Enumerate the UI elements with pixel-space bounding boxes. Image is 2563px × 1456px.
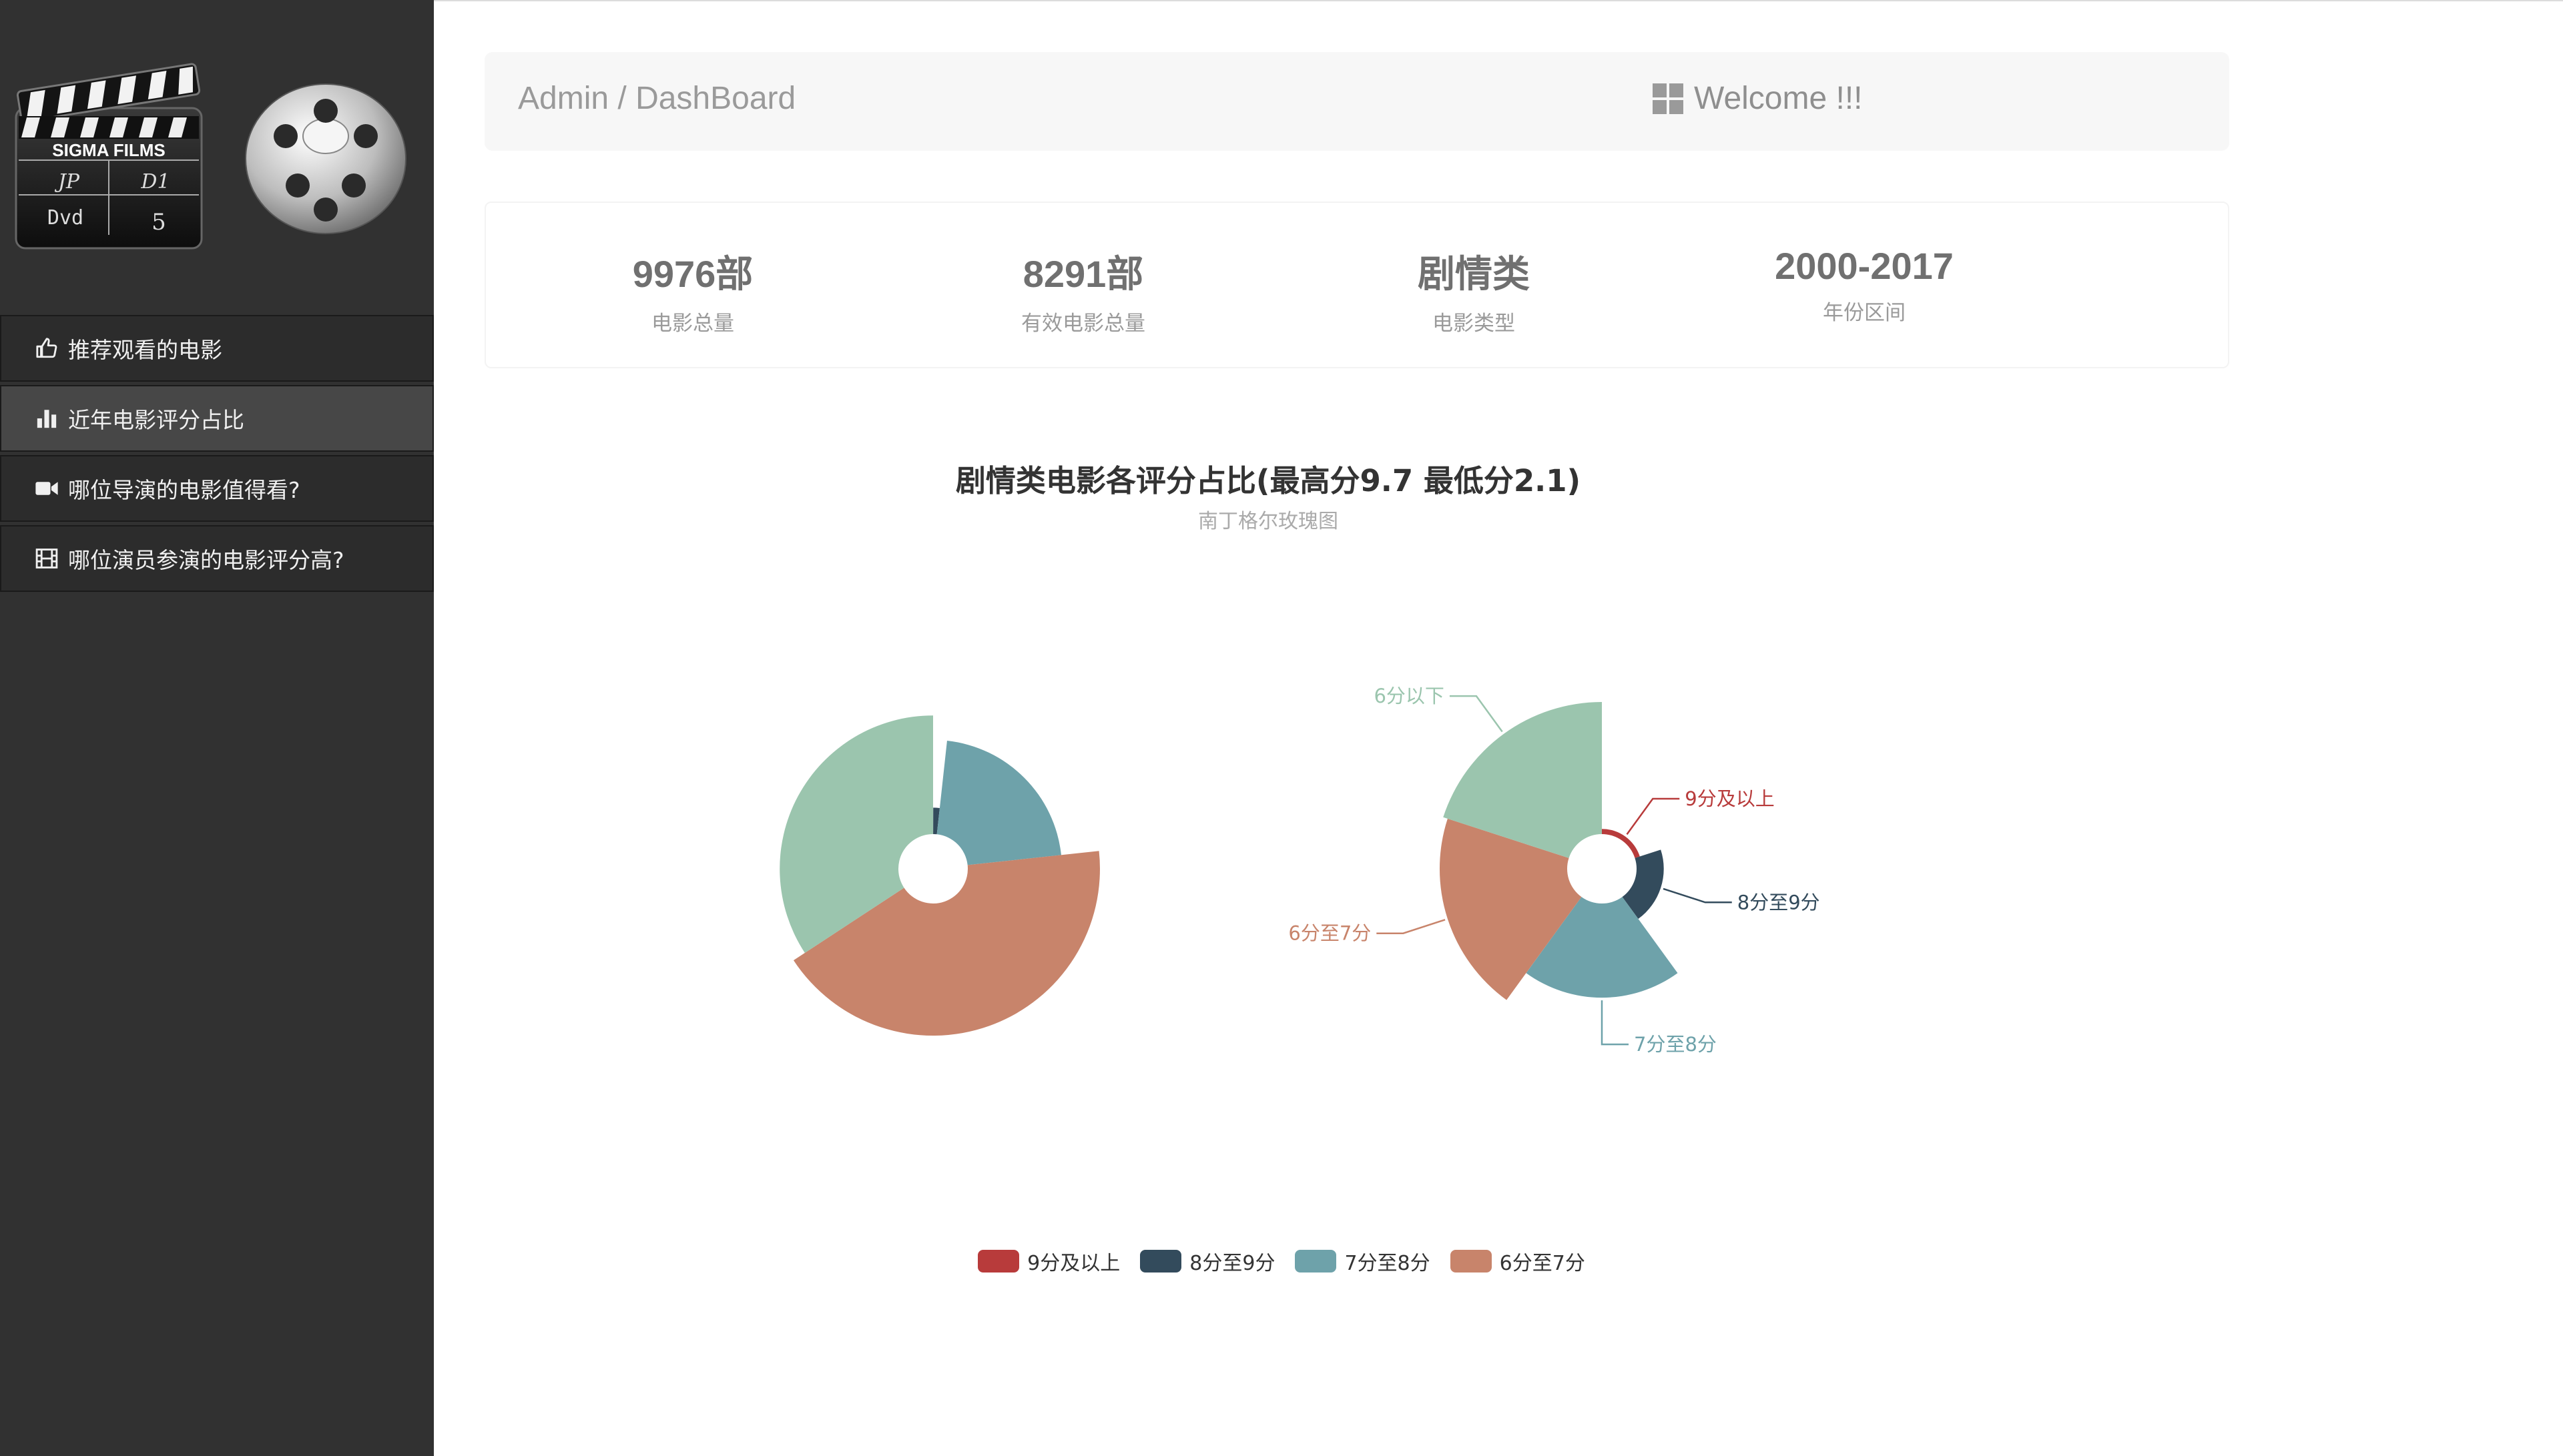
sector-label: 9分及以上 [1685, 787, 1774, 810]
rose-sector[interactable] [1443, 702, 1602, 858]
breadcrumb: Admin / DashBoard [518, 81, 796, 116]
sidebar-item-rating-ratio[interactable]: 近年电影评分占比 [0, 385, 434, 452]
chart-subtitle: 南丁格尔玫瑰图 [1198, 510, 1338, 533]
sidebar-item-recommended[interactable]: 推荐观看的电影 [0, 315, 434, 382]
sidebar-item-label: 推荐观看的电影 [68, 337, 222, 363]
rose-sector[interactable] [1526, 897, 1678, 998]
stat-valid-movies: 8291部 有效电影总量 [943, 244, 1223, 336]
rose-sector[interactable] [793, 851, 1100, 1036]
sidebar-item-directors[interactable]: 哪位导演的电影值得看? [0, 455, 434, 522]
sidebar: SIGMA FILMS JP D1 Dvd 5 [0, 0, 434, 1456]
sector-label: 6分以下 [1374, 685, 1444, 707]
stat-total-movies: 9976部 电影总量 [553, 244, 833, 336]
sidebar-item-actors[interactable]: 哪位演员参演的电影评分高? [0, 525, 434, 592]
header-bar: Admin / DashBoard Welcome !!! [485, 52, 2229, 151]
bar-chart-icon [35, 406, 59, 430]
video-camera-icon [35, 476, 59, 500]
legend-item[interactable]: 6分至7分 [1450, 1246, 1585, 1276]
stats-panel: 9976部 电影总量 8291部 有效电影总量 剧情类 电影类型 2000-20… [485, 202, 2229, 368]
welcome-text: Welcome !!! [1694, 81, 1863, 116]
stat-label: 电影总量 [651, 312, 734, 336]
sector-label: 7分至8分 [1634, 1033, 1717, 1056]
label-line [1449, 695, 1503, 733]
label-line [1626, 797, 1680, 835]
stat-year-range: 2000-2017 年份区间 [1724, 244, 2004, 326]
stat-value: 9976部 [632, 253, 754, 295]
rose-sector[interactable] [1622, 849, 1664, 920]
legend-item[interactable]: 9分及以上 [978, 1246, 1120, 1276]
sidebar-menu: 推荐观看的电影 近年电影评分占比 哪位导演的电影值得看? 哪位演员参演的电影评分… [0, 315, 434, 595]
rose-sector[interactable] [936, 741, 1061, 865]
stat-label: 年份区间 [1823, 301, 1906, 325]
film-reel-icon [245, 83, 406, 234]
grid-icon [1653, 83, 1683, 114]
stat-value: 8291部 [1023, 253, 1144, 295]
rose-sector[interactable] [1439, 818, 1582, 1000]
legend-swatch [1450, 1250, 1492, 1272]
stat-value: 2000-2017 [1775, 245, 1954, 287]
legend-swatch [1140, 1250, 1182, 1272]
legend-label: 6分至7分 [1499, 1252, 1585, 1275]
logo-text: JP [54, 170, 80, 194]
sidebar-item-label: 哪位导演的电影值得看? [68, 477, 300, 503]
stat-label: 有效电影总量 [1021, 312, 1145, 336]
logo-text: D1 [140, 170, 170, 194]
legend-item[interactable]: 7分至8分 [1295, 1246, 1430, 1276]
sector-label: 6分至7分 [1288, 922, 1371, 945]
label-line [1601, 1000, 1629, 1046]
label-line [1663, 887, 1732, 903]
legend-swatch [1295, 1250, 1337, 1272]
legend-label: 9分及以上 [1027, 1252, 1121, 1275]
logo-text: SIGMA FILMS [52, 140, 165, 160]
sector-label: 8分至9分 [1737, 891, 1820, 914]
welcome-area: Welcome !!! [1653, 80, 1863, 117]
clapperboard-icon: SIGMA FILMS JP D1 Dvd 5 [15, 63, 203, 250]
rose-sector[interactable] [1602, 829, 1640, 858]
stat-value: 剧情类 [1418, 253, 1530, 295]
chart-legend: 9分及以上 8分至9分 7分至8分 6分至7分 [0, 1246, 2563, 1276]
sidebar-item-label: 哪位演员参演的电影评分高? [68, 547, 344, 573]
label-line [1376, 919, 1446, 934]
rose-sector[interactable] [780, 715, 933, 953]
stat-label: 电影类型 [1432, 312, 1515, 336]
logo-text: 5 [152, 209, 166, 236]
rose-sector[interactable] [933, 807, 940, 835]
legend-swatch [978, 1250, 1020, 1272]
legend-label: 7分至8分 [1344, 1252, 1430, 1275]
logo: SIGMA FILMS JP D1 Dvd 5 [0, 0, 434, 314]
film-icon [35, 547, 59, 571]
thumbs-up-icon [35, 336, 59, 360]
top-border [0, 0, 2563, 1]
legend-label: 8分至9分 [1189, 1252, 1275, 1275]
stat-genre: 剧情类 电影类型 [1334, 244, 1614, 336]
sidebar-item-label: 近年电影评分占比 [68, 407, 244, 433]
legend-item[interactable]: 8分至9分 [1140, 1246, 1275, 1276]
logo-text: Dvd [47, 206, 83, 230]
chart-title: 剧情类电影各评分占比(最高分9.7 最低分2.1) [955, 463, 1581, 498]
